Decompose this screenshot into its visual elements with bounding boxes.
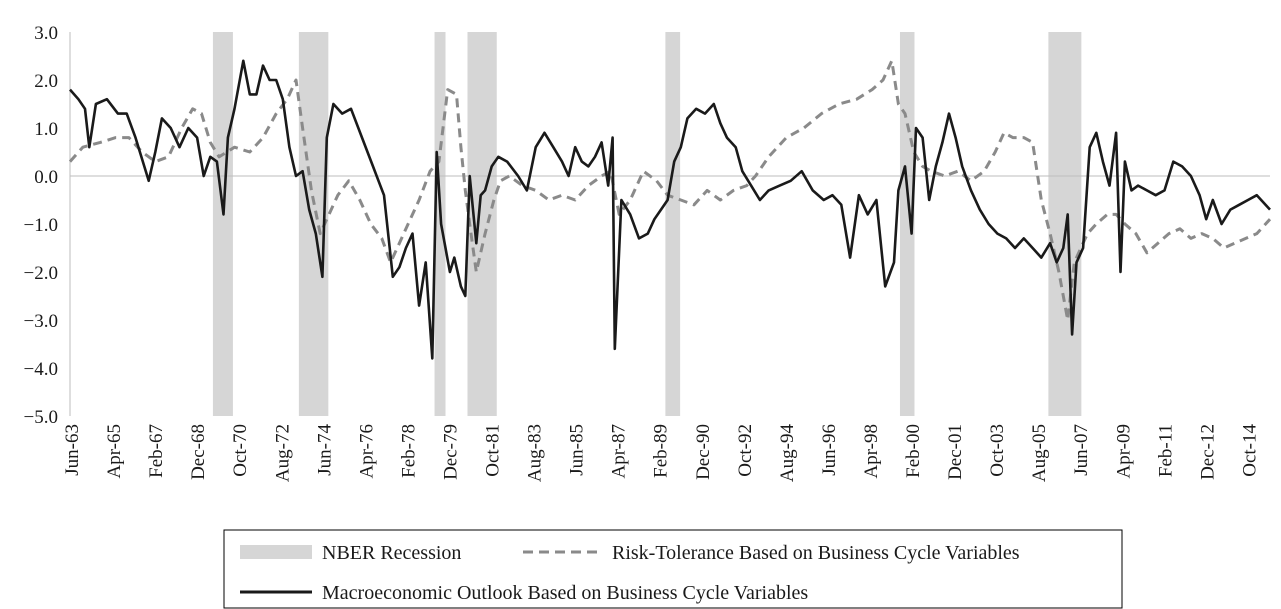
x-tick-label: Feb-00 [903,424,924,478]
legend-box [223,529,1123,609]
x-tick-label: Dec-90 [693,424,714,480]
recession-band [1048,32,1082,416]
x-tick-label: Jun-63 [62,424,83,476]
y-tick-label: −4.0 [24,359,58,380]
legend: NBER Recession Risk-Tolerance Based on B… [223,529,1123,609]
x-tick-label: Dec-01 [945,424,966,480]
x-tick-label: Jun-96 [819,424,840,476]
x-tick-label: Aug-05 [1029,424,1050,482]
x-tick-labels: Jun-63 Apr-65 Feb-67 Dec-68 Oct-70 Aug-72 Jun-… [62,424,1260,483]
x-tick-label: Apr-09 [1113,424,1134,479]
x-tick-label: Feb-67 [146,424,167,478]
recession-bands [212,32,1082,416]
x-tick-label: Apr-65 [104,424,125,479]
x-tick-label: Oct-14 [1239,424,1260,477]
axes [69,32,1270,416]
x-tick-label: Oct-70 [230,424,251,477]
legend-label-recession: NBER Recession [322,542,461,564]
y-tick-label: −5.0 [24,407,58,428]
legend-label-risk-tolerance: Risk-Tolerance Based on Business Cycle V… [612,542,1020,564]
x-tick-label: Feb-11 [1155,424,1176,477]
y-tick-label: −3.0 [24,311,58,332]
series-lines [68,59,1272,360]
recession-band [899,32,915,416]
y-tick-label: −2.0 [24,263,58,284]
x-tick-label: Jun-85 [567,424,588,476]
x-tick-label: Feb-78 [398,424,419,478]
y-tick-label: −1.0 [24,215,58,236]
recession-band [665,32,681,416]
x-tick-label: Dec-68 [188,424,209,480]
y-tick-label: 3.0 [34,23,58,44]
y-tick-label: 2.0 [34,71,58,92]
risk-tolerance-line [68,59,1272,322]
y-tick-label: 0.0 [34,167,58,188]
recession-band [467,32,497,416]
x-tick-label: Apr-87 [609,424,630,479]
x-tick-label: Apr-98 [861,424,882,479]
x-tick-label: Aug-83 [525,424,546,482]
y-tick-label: 1.0 [34,119,58,140]
x-tick-label: Dec-79 [440,424,461,480]
legend-swatch-recession [240,545,312,559]
x-tick-label: Jun-74 [314,424,335,476]
x-tick-label: Apr-76 [356,424,377,479]
x-tick-label: Feb-89 [651,424,672,478]
legend-label-macro-outlook: Macroeconomic Outlook Based on Business … [322,582,808,604]
x-tick-label: Dec-12 [1197,424,1218,480]
recession-band [212,32,233,416]
macro-outlook-line [69,59,1271,360]
y-tick-labels: 3.0 2.0 1.0 0.0 −1.0 −2.0 −3.0 −4.0 −5.0 [24,23,58,428]
x-tick-label: Jun-07 [1071,424,1092,476]
x-tick-label: Aug-94 [777,424,798,483]
x-tick-label: Oct-81 [483,424,504,477]
x-tick-label: Oct-03 [987,424,1008,477]
x-tick-label: Oct-92 [735,424,756,477]
x-tick-label: Aug-72 [272,424,293,482]
